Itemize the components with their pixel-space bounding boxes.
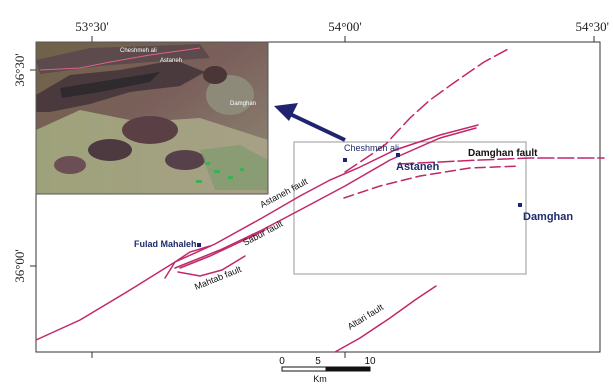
astaneh-fault-line bbox=[35, 124, 479, 341]
cheshmeh-ali-marker bbox=[343, 158, 347, 162]
altari-fault-line bbox=[334, 285, 437, 353]
mahtab-fault-line bbox=[177, 255, 246, 277]
northeast-fault-dashed bbox=[344, 47, 511, 173]
frame-ticks bbox=[30, 36, 595, 358]
astaneh-fault-branch bbox=[174, 127, 477, 269]
scale-tick-0: 0 bbox=[279, 356, 285, 367]
top-tick-label-54-00: 54°00' bbox=[328, 19, 362, 34]
scale-tick-10: 10 bbox=[364, 356, 376, 367]
sabur-fault-line bbox=[179, 229, 266, 269]
damghan-fault-southern-dashed bbox=[343, 165, 521, 199]
left-tick-label-36-30: 36°30' bbox=[12, 53, 27, 87]
top-tick-label-53-30: 53°30' bbox=[75, 19, 109, 34]
scale-tick-5: 5 bbox=[315, 356, 321, 367]
study-area-box bbox=[293, 141, 527, 275]
scale-bar: 0 5 10 Km bbox=[279, 356, 376, 384]
place-label-fulad-mahaleh: Fulad Mahaleh bbox=[134, 239, 197, 249]
place-label-astaneh: Astaneh bbox=[396, 161, 440, 173]
fault-lines bbox=[35, 47, 605, 353]
scale-unit: Km bbox=[313, 374, 327, 384]
inset-label-astaneh: Astaneh bbox=[160, 58, 182, 64]
damghan-fault-line bbox=[397, 157, 605, 165]
astaneh-marker bbox=[396, 153, 400, 157]
fault-label-damghan: Damghan fault bbox=[468, 148, 538, 159]
fulad-mahaleh-marker bbox=[197, 243, 201, 247]
place-label-damghan: Damghan bbox=[523, 211, 573, 223]
damghan-marker bbox=[518, 203, 522, 207]
left-tick-label-36-00: 36°00' bbox=[12, 249, 27, 283]
inset-label-cheshmeh-ali: Cheshmeh ali bbox=[120, 48, 157, 54]
satellite-inset: Cheshmeh ali Astaneh Damghan bbox=[35, 41, 269, 195]
fault-splay-west bbox=[164, 245, 211, 279]
inset-label-damghan: Damghan bbox=[230, 101, 256, 107]
pointer-arrow bbox=[274, 103, 346, 142]
place-label-cheshmeh-ali: Cheshmeh ali bbox=[344, 143, 399, 153]
top-tick-label-54-30: 54°30' bbox=[575, 19, 609, 34]
